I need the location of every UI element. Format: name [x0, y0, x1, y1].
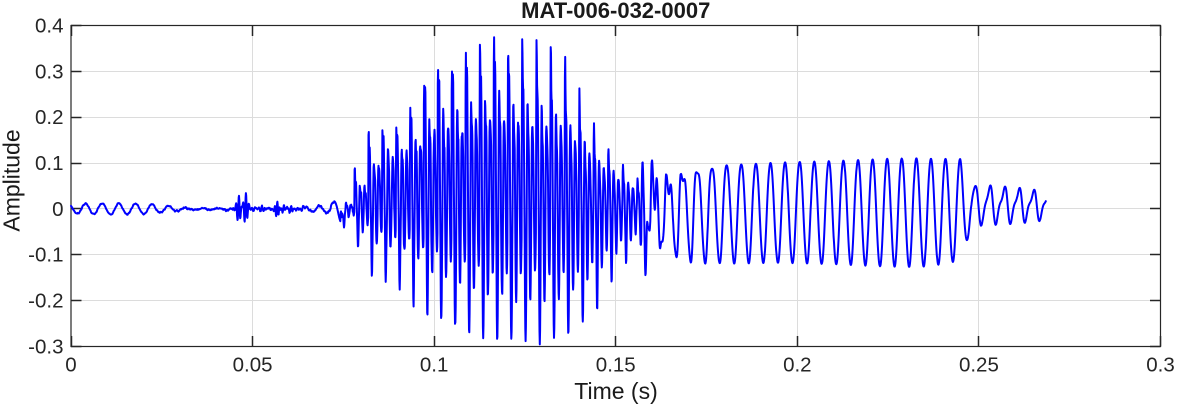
svg-text:0.2: 0.2 [35, 106, 64, 129]
svg-text:0.1: 0.1 [420, 354, 449, 377]
svg-text:0.1: 0.1 [35, 152, 64, 175]
svg-text:Amplitude: Amplitude [0, 129, 25, 231]
svg-text:-0.3: -0.3 [28, 335, 63, 358]
svg-text:0.4: 0.4 [35, 14, 64, 37]
svg-text:0.3: 0.3 [1146, 354, 1175, 377]
svg-text:0.2: 0.2 [783, 354, 812, 377]
svg-text:MAT-006-032-0007: MAT-006-032-0007 [521, 0, 710, 23]
svg-text:0: 0 [65, 354, 76, 377]
svg-text:-0.2: -0.2 [28, 290, 63, 313]
svg-text:0.05: 0.05 [233, 354, 273, 377]
svg-text:Time (s): Time (s) [574, 378, 657, 404]
svg-text:0.3: 0.3 [35, 60, 64, 83]
svg-text:0: 0 [52, 198, 63, 221]
svg-text:0.15: 0.15 [596, 354, 636, 377]
svg-text:-0.1: -0.1 [28, 244, 63, 267]
svg-text:0.25: 0.25 [959, 354, 999, 377]
